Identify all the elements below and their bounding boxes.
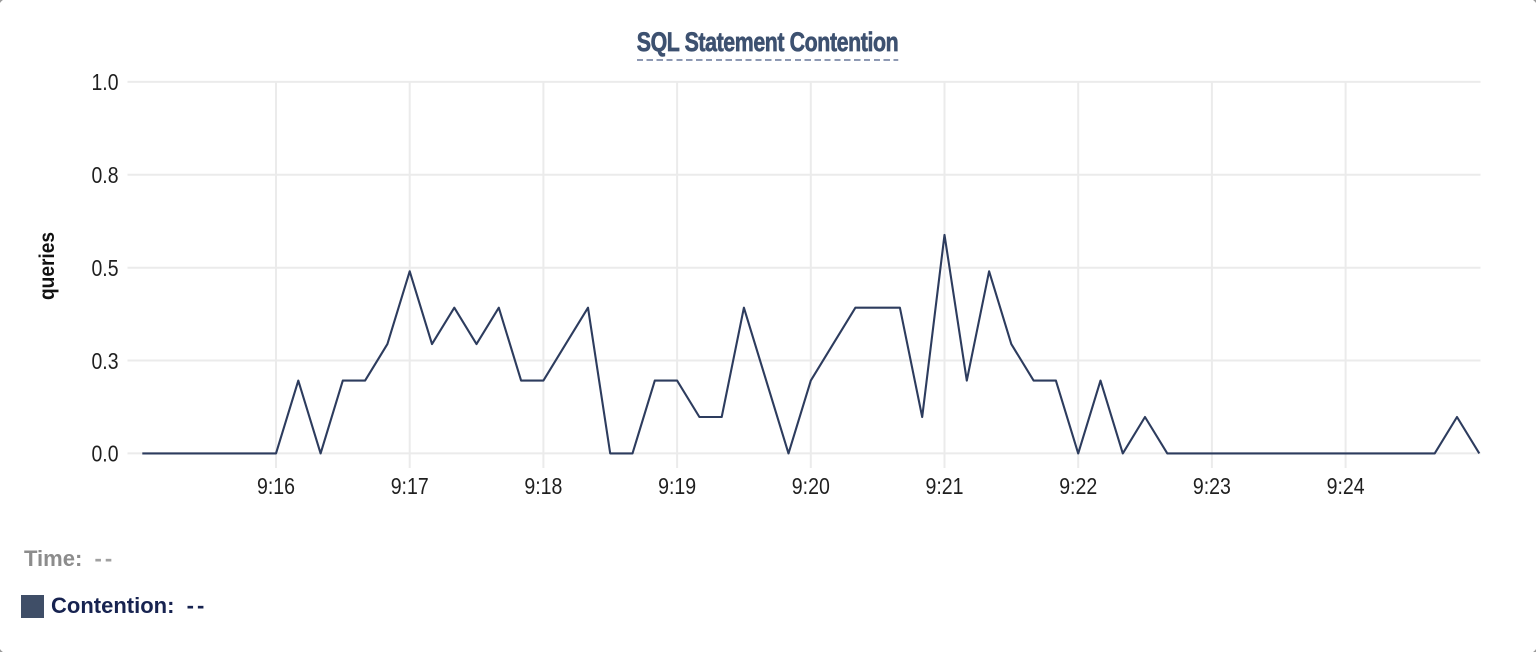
svg-text:0.8: 0.8 (92, 162, 119, 188)
svg-text:1.0: 1.0 (92, 69, 119, 95)
svg-text:0.5: 0.5 (92, 255, 119, 281)
svg-text:9:21: 9:21 (926, 473, 964, 499)
svg-text:9:24: 9:24 (1327, 473, 1365, 499)
svg-text:9:23: 9:23 (1193, 473, 1231, 499)
svg-text:9:18: 9:18 (524, 473, 562, 499)
svg-text:0.0: 0.0 (92, 441, 119, 467)
svg-text:9:16: 9:16 (257, 473, 295, 499)
svg-text:9:17: 9:17 (391, 473, 429, 499)
svg-text:9:22: 9:22 (1059, 473, 1097, 499)
svg-text:queries: queries (36, 232, 59, 300)
svg-text:9:19: 9:19 (658, 473, 696, 499)
svg-text:0.3: 0.3 (92, 348, 119, 374)
svg-text:9:20: 9:20 (792, 473, 830, 499)
